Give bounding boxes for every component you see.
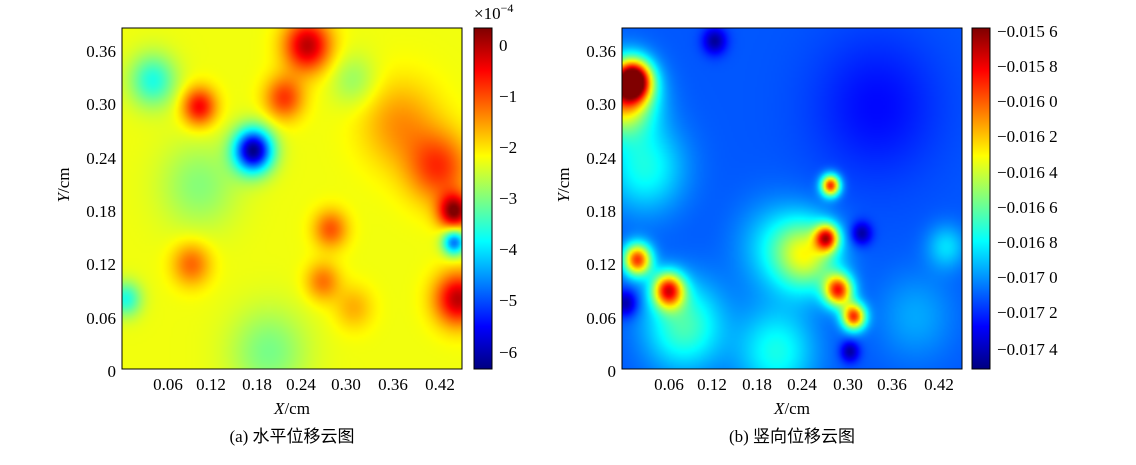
colorbar-tick-label: −2: [499, 138, 517, 157]
x-axis-label-a: X/cm: [273, 399, 310, 418]
x-tick-label: 0.18: [742, 375, 772, 394]
caption-a: (a) 水平位移云图: [229, 427, 354, 446]
colorbar-tick-label: −6: [499, 343, 517, 362]
x-tick-label: 0.18: [242, 375, 272, 394]
colorbar-tick-label: −0.016 8: [997, 233, 1058, 252]
y-tick-label: 0.12: [586, 255, 616, 274]
y-tick-label: 0.36: [586, 42, 616, 61]
y-tick-label: 0.18: [586, 202, 616, 221]
x-tick-label: 0.12: [697, 375, 727, 394]
y-tick-label: 0.30: [586, 95, 616, 114]
y-tick-label: 0.24: [86, 149, 116, 168]
colorbar-a-multiplier: ×10−4: [474, 1, 513, 23]
x-tick-label: 0.36: [378, 375, 408, 394]
colorbar-tick-label: −0.016 0: [997, 92, 1058, 111]
colorbar-tick-label: −0.015 8: [997, 57, 1058, 76]
y-axis-label-a: Y/cm: [54, 168, 73, 203]
y-tick-label: 0: [108, 362, 117, 381]
panel-b: 0.06 0.12 0.18 0.24 0.30 0.36 0.42 0 0.0…: [554, 22, 1058, 446]
colorbar-tick-label: −3: [499, 189, 517, 208]
panel-a: 0.06 0.12 0.18 0.24 0.30 0.36 0.42 0 0.0…: [54, 1, 518, 446]
y-axis-label-b: Y/cm: [554, 168, 573, 203]
y-tick-label: 0.06: [586, 309, 616, 328]
caption-b: (b) 竖向位移云图: [729, 427, 855, 446]
y-ticks-b: 0 0.06 0.12 0.18 0.24 0.30 0.36: [586, 42, 616, 381]
colorbar-tick-label: −0.016 2: [997, 127, 1058, 146]
x-tick-label: 0.06: [654, 375, 684, 394]
y-tick-label: 0.18: [86, 202, 116, 221]
x-tick-label: 0.30: [833, 375, 863, 394]
y-tick-label: 0: [608, 362, 617, 381]
x-tick-label: 0.30: [331, 375, 361, 394]
heatmap-b-image: [622, 28, 962, 369]
x-tick-label: 0.12: [196, 375, 226, 394]
colorbar-tick-label: −5: [499, 291, 517, 310]
y-tick-label: 0.24: [586, 149, 616, 168]
x-tick-label: 0.42: [924, 375, 954, 394]
x-axis-label-b: X/cm: [773, 399, 810, 418]
colorbar-tick-label: −0.015 6: [997, 22, 1058, 41]
y-tick-label: 0.12: [86, 255, 116, 274]
heatmap-a-image: [122, 28, 462, 369]
colorbar-tick-label: −1: [499, 87, 517, 106]
x-ticks-a: 0.06 0.12 0.18 0.24 0.30 0.36 0.42: [153, 375, 455, 394]
x-tick-label: 0.36: [877, 375, 907, 394]
y-tick-label: 0.06: [86, 309, 116, 328]
y-ticks-a: 0 0.06 0.12 0.18 0.24 0.30 0.36: [86, 42, 116, 381]
y-tick-label: 0.36: [86, 42, 116, 61]
x-tick-label: 0.24: [286, 375, 316, 394]
x-tick-label: 0.42: [425, 375, 455, 394]
colorbar-tick-label: −0.016 6: [997, 198, 1058, 217]
y-tick-label: 0.30: [86, 95, 116, 114]
colorbar-a: [473, 27, 493, 370]
plot-a-frame: [121, 27, 463, 370]
x-tick-label: 0.24: [787, 375, 817, 394]
colorbar-b: [971, 27, 991, 370]
colorbar-tick-label: −4: [499, 240, 518, 259]
colorbar-a-ticks: 0 −1 −2 −3 −4 −5 −6: [499, 36, 518, 362]
colorbar-tick-label: −0.016 4: [997, 163, 1058, 182]
colorbar-tick-label: −0.017 0: [997, 268, 1058, 287]
plot-b-frame: [621, 27, 963, 370]
x-ticks-b: 0.06 0.12 0.18 0.24 0.30 0.36 0.42: [654, 375, 954, 394]
x-tick-label: 0.06: [153, 375, 183, 394]
colorbar-tick-label: 0: [499, 36, 508, 55]
colorbar-tick-label: −0.017 2: [997, 303, 1058, 322]
colorbar-tick-label: −0.017 4: [997, 340, 1058, 359]
colorbar-b-ticks: −0.015 6 −0.015 8 −0.016 0 −0.016 2 −0.0…: [997, 22, 1058, 359]
